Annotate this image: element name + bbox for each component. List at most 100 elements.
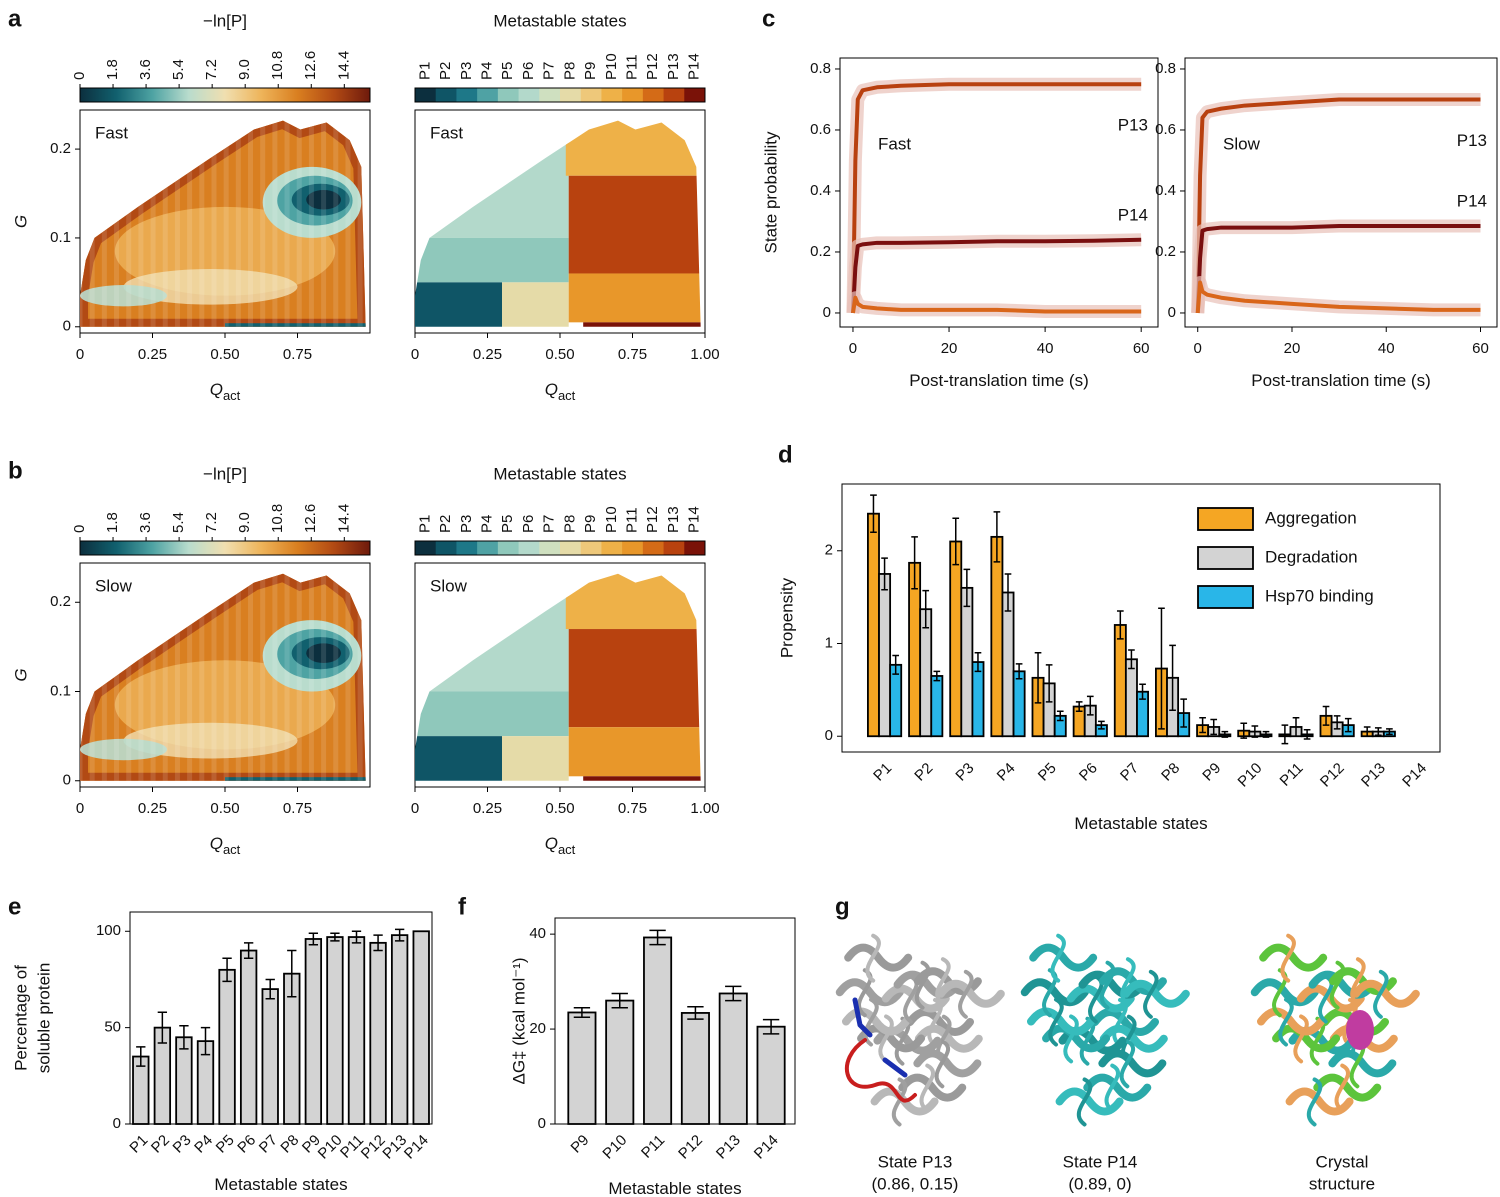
state-swatch xyxy=(456,541,478,555)
state-label: P3 xyxy=(458,515,475,533)
ribbon xyxy=(1120,957,1136,1007)
x-axis-label-text: Metastable states xyxy=(214,1175,347,1194)
x-axis-label: Metastable states xyxy=(608,1179,741,1197)
y-tick-label: 0.6 xyxy=(1155,121,1176,138)
x-tick-label: 0.75 xyxy=(283,800,312,817)
panel-label: c xyxy=(762,5,775,32)
ribbon xyxy=(1076,1077,1093,1127)
ribbon xyxy=(842,1007,911,1036)
x-tick-label: 0.50 xyxy=(210,346,239,363)
state-region xyxy=(568,273,701,323)
state-label: P1 xyxy=(416,515,433,533)
state-swatch xyxy=(456,88,478,102)
panel-annotation: Fast xyxy=(878,135,911,154)
structure-caption: (0.89, 0) xyxy=(1068,1174,1131,1193)
x-tick-label: 0.50 xyxy=(545,800,574,817)
state-swatch xyxy=(415,88,437,102)
plot-frame xyxy=(839,57,1159,328)
structure-caption: (0.86, 0.15) xyxy=(872,1174,959,1193)
y-axis-label: ΔG‡ (kcal mol⁻¹) xyxy=(509,957,528,1084)
state-label: P4 xyxy=(478,515,495,533)
ribbon xyxy=(934,1039,951,1089)
state-swatch xyxy=(622,88,644,102)
error-bar xyxy=(881,557,888,591)
series-label: P13 xyxy=(1118,116,1148,135)
series-label: P14 xyxy=(1457,192,1487,211)
x-tick-label: P13 xyxy=(1358,760,1389,791)
colorbar xyxy=(79,87,371,103)
x-tick-label: 0 xyxy=(1194,340,1202,357)
x-tick-label: 20 xyxy=(1284,340,1301,357)
panel-label: e xyxy=(8,893,21,920)
ribbon xyxy=(865,933,881,983)
panel-annotation: Slow xyxy=(95,576,133,595)
y-tick-label: 40 xyxy=(529,925,546,942)
map-floor xyxy=(225,323,366,327)
x-tick-label: P13 xyxy=(713,1132,744,1163)
state-swatch xyxy=(642,541,665,555)
state-label: P7 xyxy=(541,62,558,80)
ribbon xyxy=(1042,1024,1111,1053)
state-swatch xyxy=(601,88,623,102)
ribbon xyxy=(1050,933,1066,983)
error-bar xyxy=(611,992,628,1009)
series-line xyxy=(850,295,1142,314)
series-line xyxy=(850,237,1142,314)
state-label: P10 xyxy=(603,53,620,80)
ribbon xyxy=(852,997,873,1038)
ribbon xyxy=(835,978,904,1007)
series-line xyxy=(1195,97,1481,314)
bar xyxy=(960,586,974,738)
bar xyxy=(756,1025,786,1125)
colorbar-tick-label: 5.4 xyxy=(170,59,187,80)
error-bar xyxy=(974,652,982,673)
bar xyxy=(889,663,903,738)
ribbon xyxy=(1293,1014,1309,1064)
colorbar-tick-label: 3.6 xyxy=(137,512,154,533)
state-label: P9 xyxy=(582,515,599,533)
bar xyxy=(1001,591,1015,738)
error-bar xyxy=(1199,716,1206,734)
bar xyxy=(930,675,944,738)
error-bar xyxy=(1139,683,1146,700)
error-bar xyxy=(265,978,275,1000)
ribbon xyxy=(893,970,962,999)
state-region xyxy=(502,282,569,327)
state-label: P12 xyxy=(644,53,661,80)
panel-label: b xyxy=(8,457,23,484)
ribbon xyxy=(1280,933,1296,983)
colorbar xyxy=(79,540,371,556)
error-bar xyxy=(222,957,232,983)
y-tick-label: 0 xyxy=(63,318,71,335)
state-label: P14 xyxy=(686,506,703,533)
y-axis-label: Propensity xyxy=(777,577,796,658)
panel-label: f xyxy=(458,893,467,920)
state-region xyxy=(568,727,701,777)
x-axis-label: Qact xyxy=(545,834,576,857)
error-bar xyxy=(1281,724,1289,745)
ribbon xyxy=(1272,1024,1341,1053)
x-tick-label: 0.50 xyxy=(210,800,239,817)
error-bar xyxy=(762,1018,780,1035)
bar xyxy=(1113,624,1127,738)
error-bar xyxy=(1251,725,1259,738)
state-swatch xyxy=(580,541,602,555)
ribbon xyxy=(1029,943,1098,972)
error-bar xyxy=(911,536,918,590)
ribbon xyxy=(1099,1024,1168,1053)
error-bar xyxy=(179,1024,189,1050)
error-bar xyxy=(952,517,960,566)
bar xyxy=(643,936,673,1125)
error-bar xyxy=(1386,728,1393,736)
x-tick-label: P7 xyxy=(1117,760,1142,785)
panel-annotation: Slow xyxy=(430,576,468,595)
x-tick-label: 20 xyxy=(941,340,958,357)
state-swatch xyxy=(684,88,706,102)
state-swatch xyxy=(415,541,437,555)
error-bar xyxy=(922,589,930,629)
state-swatch xyxy=(497,88,520,102)
x-tick-label: 0 xyxy=(76,800,84,817)
y-tick-label: 0 xyxy=(63,772,71,789)
state-label: P13 xyxy=(665,53,682,80)
